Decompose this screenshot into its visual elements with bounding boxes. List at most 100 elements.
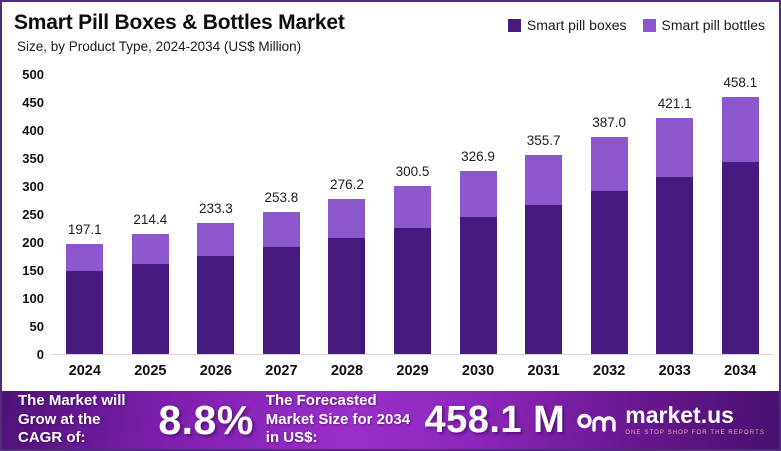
bar-value-label: 300.5 [395,163,430,179]
y-tick-label: 250 [22,207,44,222]
y-tick-label: 150 [22,263,44,278]
bar-value-label: 214.4 [133,211,168,227]
y-tick-label: 50 [29,319,44,334]
bar-column: 253.8 [249,75,315,354]
page-title: Smart Pill Boxes & Bottles Market [14,11,345,34]
stacked-bar [394,185,431,354]
bar-column: 326.9 [445,75,511,354]
y-tick-label: 500 [22,67,44,82]
x-tick-label: 2028 [330,363,364,379]
y-tick-label: 300 [22,179,44,194]
x-tick-label: 2024 [68,363,101,379]
bar-column: 197.1 [52,75,118,354]
legend-item-smart-pill-bottles: Smart pill bottles [642,17,765,33]
bar-segment-boxes [459,216,497,354]
bar-segment-boxes [525,204,563,354]
legend-label-bottles: Smart pill bottles [661,17,765,33]
stacked-bar [131,233,169,354]
x-tick-label: 2031 [527,363,560,379]
bar-segment-bottles [721,97,759,162]
cagr-value: 8.8% [158,396,254,443]
y-tick-label: 350 [22,151,44,166]
bar-value-label: 253.8 [264,189,299,205]
bar-value-label: 421.1 [657,96,692,112]
bar-segment-bottles [131,233,169,264]
y-tick-label: 200 [22,235,44,250]
x-tick-label: 2026 [199,363,232,379]
brand-name: market.us [625,402,734,428]
stacked-bar [525,154,563,354]
marketus-logo-icon [577,413,616,432]
stacked-bar [656,118,694,354]
marketus-logo: market.us ONE STOP SHOP FOR THE REPORTS [577,403,765,437]
x-tick-label: 2032 [593,363,626,379]
chart-subtitle: Size, by Product Type, 2024-2034 (US$ Mi… [17,39,302,55]
cagr-label: The Market will Grow at the CAGR of: [18,391,126,447]
stacked-bar [459,170,497,354]
bar-value-label: 458.1 [723,75,758,91]
forecast-value: 458.1 M [424,398,566,441]
bar-value-label: 233.3 [198,201,233,217]
x-tick-label: 2034 [724,363,757,379]
y-tick-label: 400 [22,123,44,138]
legend-swatch-bottles [642,18,656,32]
x-tick-label: 2025 [134,363,167,379]
stacked-bar [721,97,759,354]
x-tick-label: 2033 [658,363,691,379]
x-tick-label: 2030 [461,363,495,379]
bar-segment-bottles [328,199,366,238]
bar-segment-boxes [66,271,104,354]
stacked-bar [590,137,628,354]
legend-item-smart-pill-boxes: Smart pill boxes [507,17,627,33]
bar-column: 276.2 [314,75,380,354]
bar-column: 458.1 [707,75,773,354]
bar-segment-bottles [459,170,497,217]
bar-segment-bottles [394,185,431,228]
bar-value-label: 355.7 [526,132,561,148]
bar-value-label: 326.9 [461,148,495,164]
bar-segment-bottles [656,118,694,178]
bar-value-label: 197.1 [67,221,102,237]
footer-banner: The Market will Grow at the CAGR of: 8.8… [2,391,779,449]
stacked-bar [262,211,300,354]
bar-value-label: 276.2 [330,177,364,193]
bar-segment-boxes [328,237,366,354]
bar-segment-bottles [262,211,300,248]
bar-column: 387.0 [576,75,642,354]
x-tick-label: 2027 [265,363,298,379]
chart-legend: Smart pill boxes Smart pill bottles [507,17,765,33]
bar-column: 300.5 [380,75,446,354]
bar-chart: 0 50 100 150 200 250 300 350 400 450 500 197.1 214.… [2,67,779,379]
bar-segment-bottles [197,223,235,256]
bar-segment-bottles [525,154,563,205]
y-tick-label: 100 [22,291,44,306]
bar-column: 355.7 [511,75,577,354]
bar-column: 421.1 [642,75,708,354]
stacked-bar [66,243,104,354]
bar-segment-bottles [66,243,104,272]
bar-segment-boxes [131,263,169,354]
bar-segment-boxes [262,247,300,354]
plot-area: 197.1 214.4 233.3 253.8 276.2 300.5 326.9 355.7… [52,75,773,355]
bar-segment-boxes [721,161,759,354]
x-axis: 2024 2025 2026 2027 2028 2029 2030 2031 2032 2033… [52,355,773,379]
y-axis: 0 50 100 150 200 250 300 350 400 450 500 [6,67,52,362]
x-tick-label: 2029 [396,363,429,379]
stacked-bar [328,199,366,354]
bar-segment-boxes [197,256,235,354]
bar-value-label: 387.0 [592,115,627,131]
y-tick-label: 450 [22,95,44,110]
chart-header: Smart Pill Boxes & Bottles Market Size, … [2,2,779,62]
y-tick-label: 0 [36,347,44,362]
bar-segment-boxes [656,177,694,354]
forecast-label: The Forecasted Market Size for 2034 in U… [265,391,411,447]
stacked-bar [197,223,235,354]
bar-column: 214.4 [118,75,184,354]
bar-column: 233.3 [183,75,249,354]
bar-segment-boxes [394,227,431,354]
brand-tagline: ONE STOP SHOP FOR THE REPORTS [625,430,765,436]
legend-swatch-boxes [507,18,521,32]
bar-segment-bottles [590,137,628,192]
legend-label-boxes: Smart pill boxes [526,17,627,33]
bar-segment-boxes [590,191,628,354]
